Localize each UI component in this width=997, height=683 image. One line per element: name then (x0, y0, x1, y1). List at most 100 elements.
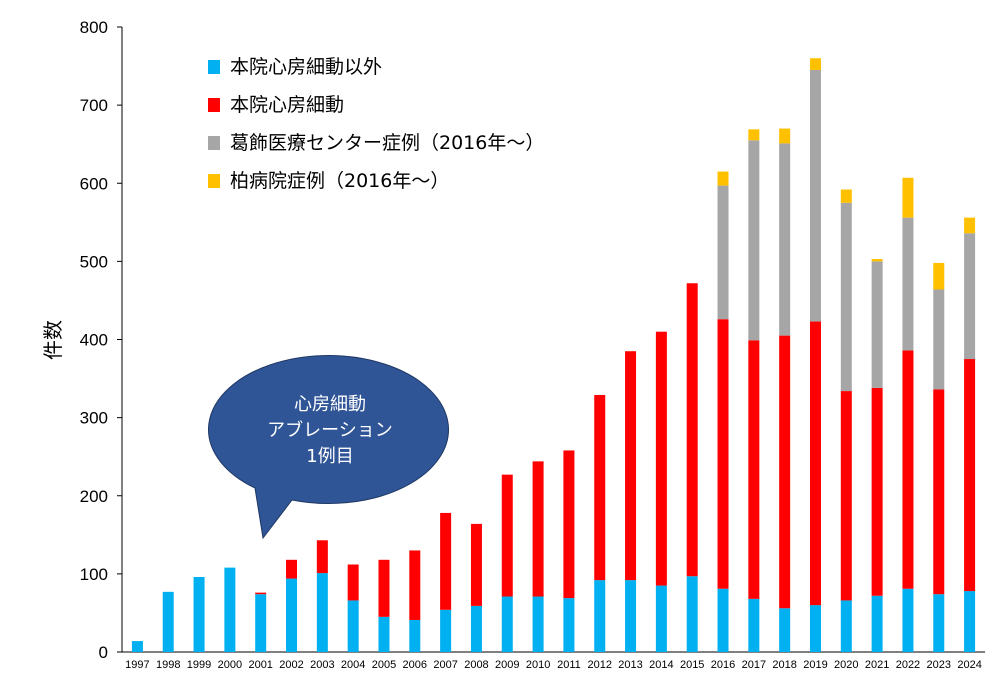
legend-label: 本院心房細動 (230, 94, 344, 116)
y-tick-label: 600 (80, 174, 108, 193)
y-tick-label: 200 (80, 487, 108, 506)
x-tick-label: 2007 (433, 659, 457, 671)
bar-segment-2009-s0 (501, 596, 513, 652)
bar-segment-2023-s0 (933, 594, 945, 652)
callout-line-2: アブレーション (267, 419, 393, 441)
x-tick-label: 2013 (618, 659, 642, 671)
x-tick-label: 2010 (526, 659, 550, 671)
x-tick-label: 2012 (587, 659, 611, 671)
bar-segment-2014-s0 (655, 585, 667, 652)
bar-segment-2020-s1 (840, 391, 852, 601)
x-tick-labels: 1997 1998 1999 2000 2001 2002 2003 2004 2005 2006… (125, 659, 982, 671)
legend-label: 本院心房細動以外 (230, 56, 382, 78)
y-tick-label: 800 (80, 18, 108, 37)
bar-segment-2005-s1 (378, 559, 390, 617)
x-tick-label: 2019 (803, 659, 827, 671)
x-tick-label: 2000 (218, 659, 242, 671)
bar-segment-2024-s0 (964, 591, 976, 652)
bar-segment-2024-s3 (964, 217, 976, 234)
legend-label: 柏病院症例（2016年～） (230, 170, 449, 192)
x-tick-label: 2018 (772, 659, 796, 671)
bar-segment-2006-s0 (409, 619, 421, 652)
bar-segment-2016-s0 (717, 588, 729, 652)
x-tick-label: 1998 (156, 659, 180, 671)
x-tick-label: 2002 (279, 659, 303, 671)
bar-segment-2002-s0 (286, 578, 298, 652)
x-tick-label: 2003 (310, 659, 334, 671)
bar-segment-2003-s0 (316, 573, 328, 652)
bar-segment-2022-s2 (902, 217, 914, 351)
bar-segment-2018-s1 (779, 335, 791, 609)
x-tick-label: 2014 (649, 659, 673, 671)
bar-segment-2019-s1 (809, 321, 821, 606)
bar-segment-2017-s0 (748, 598, 760, 652)
x-tick-label: 2005 (372, 659, 396, 671)
bar-segment-2012-s0 (594, 580, 606, 652)
x-tick-label: 2009 (495, 659, 519, 671)
bar-segment-2021-s0 (871, 595, 883, 652)
bar-segment-2017-s2 (748, 140, 760, 341)
callout-annotation: 心房細動 アブレーション 1例目 (208, 355, 449, 540)
bar-segment-2024-s2 (964, 233, 976, 360)
bar-segment-2002-s1 (286, 559, 298, 579)
bar-segment-2023-s1 (933, 389, 945, 595)
bar-segment-2010-s0 (532, 596, 544, 652)
bar-segment-2019-s2 (809, 69, 821, 322)
bar-segment-2020-s3 (840, 189, 852, 203)
axes (121, 27, 985, 653)
x-tick-label: 2008 (464, 659, 488, 671)
x-tick-label: 1999 (187, 659, 211, 671)
bar-segment-2009-s1 (501, 474, 513, 597)
bar-segment-2018-s2 (779, 143, 791, 336)
x-tick-label: 2011 (557, 659, 581, 671)
bar-segment-2016-s1 (717, 319, 729, 589)
bar-segment-2020-s0 (840, 600, 852, 652)
bar-segment-2022-s1 (902, 350, 914, 589)
bar-segment-2013-s0 (625, 580, 637, 652)
y-axis-label: 件数 (41, 320, 65, 360)
y-tick-labels: 0 100 200 300 400 500 600 700 800 (80, 18, 122, 662)
bar-segment-2001-s1 (255, 592, 267, 595)
bar-segment-2011-s0 (563, 598, 575, 652)
bar-segment-2021-s2 (871, 261, 883, 388)
x-tick-label: 2021 (865, 659, 889, 671)
bar-segment-2005-s0 (378, 616, 390, 652)
bar-segment-1999-s0 (193, 577, 205, 652)
y-tick-label: 100 (80, 565, 108, 584)
x-tick-label: 2004 (341, 659, 365, 671)
y-tick-label: 700 (80, 96, 108, 115)
bar-segment-2022-s3 (902, 177, 914, 218)
bar-segment-2007-s0 (440, 609, 452, 652)
callout-bubble (208, 355, 449, 540)
x-tick-label: 2006 (403, 659, 427, 671)
bar-segment-2010-s1 (532, 461, 544, 597)
x-tick-label: 2001 (248, 659, 272, 671)
bar-segment-2004-s0 (347, 600, 359, 652)
x-tick-label: 2022 (896, 659, 920, 671)
legend-label: 葛飾医療センター症例（2016年～） (230, 132, 544, 154)
bar-segment-2021-s3 (871, 259, 883, 262)
x-tick-label: 2015 (680, 659, 704, 671)
bar-segment-2019-s3 (809, 58, 821, 70)
x-tick-label: 2023 (927, 659, 951, 671)
y-tick-label: 400 (80, 331, 108, 350)
y-tick-label: 0 (99, 643, 108, 662)
bar-segment-2017-s3 (748, 129, 760, 141)
bar-segment-2000-s0 (224, 567, 236, 652)
bars (131, 58, 976, 652)
bar-segment-2011-s1 (563, 450, 575, 599)
bar-segment-2016-s3 (717, 171, 729, 186)
bar-segment-2008-s1 (470, 523, 482, 606)
bar-segment-2015-s1 (686, 283, 698, 577)
bar-segment-2001-s0 (255, 594, 267, 652)
callout-line-1: 心房細動 (294, 394, 366, 415)
x-tick-label: 2024 (957, 659, 981, 671)
legend-swatch (208, 174, 220, 188)
bar-segment-2003-s1 (316, 540, 328, 574)
legend-swatch (208, 98, 220, 112)
callout-line-3: 1例目 (306, 446, 353, 467)
bar-segment-1997-s0 (131, 641, 143, 652)
bar-segment-2022-s0 (902, 588, 914, 652)
bar-segment-2012-s1 (594, 394, 606, 581)
